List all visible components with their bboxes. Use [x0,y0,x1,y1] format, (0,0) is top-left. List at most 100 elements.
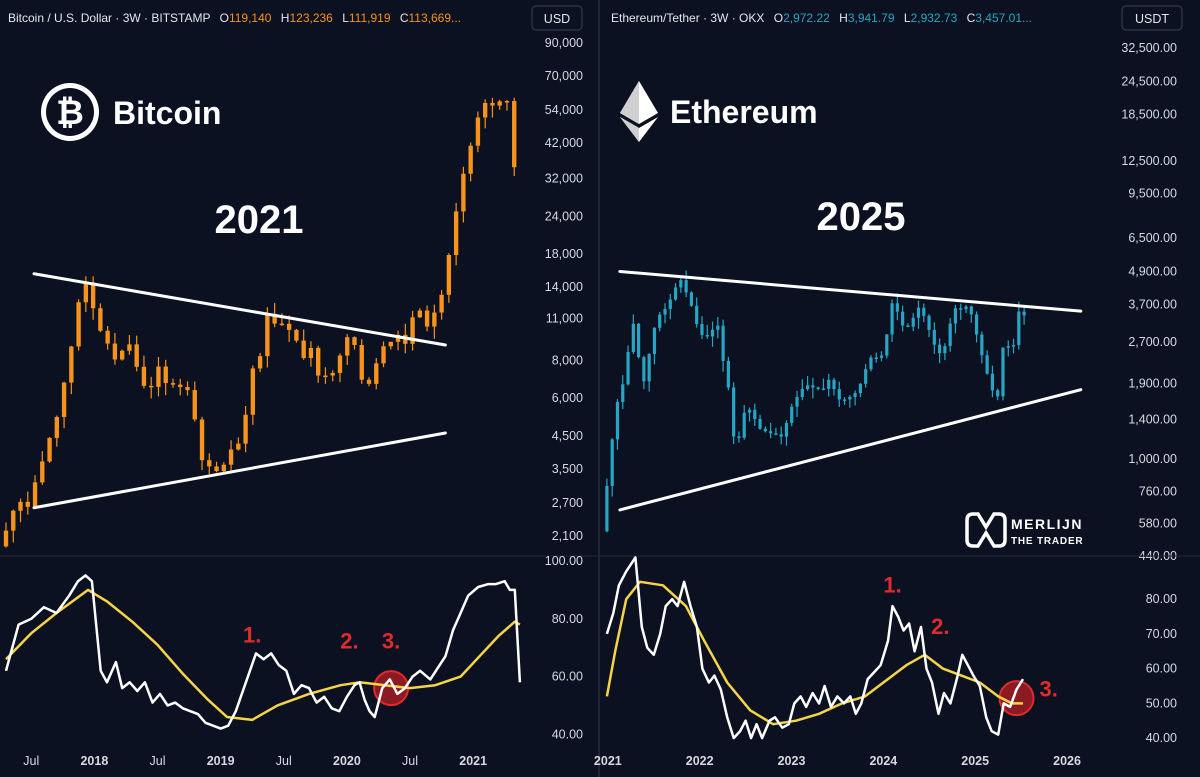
btc-price-tick: 24,000 [545,209,583,223]
btc-candle [250,365,256,425]
eth-candle [811,377,815,399]
eth-chart-panel[interactable]: 32,500.00 24,500.00 18,500.00 12,500.00 9,50… [594,5,1200,768]
btc-time-tick: Jul [150,754,166,768]
eth-trend-line [618,388,1083,512]
eth-price-tick: 580.00 [1139,516,1177,530]
btc-candle [446,253,452,303]
eth-candle [679,275,683,293]
eth-currency-button[interactable]: USDT [1121,5,1183,31]
btc-candle [32,475,38,509]
btc-candle [221,462,226,473]
eth-candle [700,316,704,340]
btc-candle [149,376,154,399]
btc-candle [301,329,306,360]
btc-annotation-1: 1. [243,623,261,648]
btc-candle [374,357,379,390]
btc-candle [3,522,9,548]
eth-time-tick: 2022 [686,754,714,768]
eth-ma-line [605,580,1023,726]
eth-candle [922,303,926,323]
eth-candle [985,350,989,375]
eth-candle [864,363,868,388]
btc-ma-line [5,588,521,722]
btc-price-tick: 4,500 [552,429,583,443]
eth-candle [832,377,836,396]
eth-close-value: 3,457.01... [975,11,1032,25]
eth-candle [938,338,942,364]
eth-annotation-2: 2. [931,614,949,639]
eth-candle [943,343,947,361]
btc-open-value: 119,140 [229,11,272,25]
eth-candle [753,403,757,426]
btc-candle [417,308,423,318]
btc-candle [504,100,510,111]
brand-top: MERLIJN [1011,516,1083,532]
btc-chart-panel[interactable]: 90,000 70,000 54,000 42,000 32,000 24,000 18,0… [0,5,598,768]
eth-candle [805,376,810,391]
eth-price-tick: 1,400.00 [1128,412,1177,426]
btc-candle [395,330,401,351]
btc-candle [207,453,212,475]
btc-candle [468,142,473,182]
eth-candle [742,404,746,440]
eth-candle [927,314,931,338]
eth-candle [890,299,894,342]
btc-time-tick: 2019 [207,754,235,768]
btc-time-tick: Jul [276,754,292,768]
eth-candle [631,314,635,355]
eth-candle [726,356,730,391]
btc-indicator-axis: 100.00 80.00 60.00 40.00 [545,554,583,741]
btc-trend-line [32,431,447,510]
btc-candle [69,345,74,395]
eth-candle [869,355,873,372]
eth-candle [996,388,1000,401]
btc-candle [105,325,110,350]
eth-candle [969,305,973,323]
eth-indicator-pane: 1. 2. 3. [605,556,1058,740]
btc-candle [359,339,364,384]
eth-candle [874,352,878,363]
eth-trend-line [618,269,1083,313]
btc-price-tick: 6,000 [552,391,583,405]
eth-indicator-axis: 80.00 70.00 60.00 50.00 40.00 [1146,592,1177,745]
eth-candle [605,478,609,533]
eth-year-label: 2025 [817,195,906,239]
btc-price-axis: 90,000 70,000 54,000 42,000 32,000 24,000 18,0… [545,36,583,543]
brand-bottom: THE TRADER [1011,536,1083,547]
eth-price-tick: 18,500.00 [1121,108,1177,122]
eth-candle [652,327,657,365]
eth-candle [895,293,899,321]
btc-time-tick: 2021 [459,754,487,768]
eth-candle [1022,306,1026,325]
btc-candle [308,341,314,367]
btc-candle [294,328,299,343]
btc-candle [497,99,502,110]
btc-candle [156,357,161,397]
eth-candle [658,311,662,332]
eth-time-tick: 2026 [1053,754,1081,768]
btc-candle [18,498,23,523]
eth-candle [879,351,884,362]
eth-time-tick: 2025 [961,754,989,768]
eth-candle [610,438,614,497]
btc-candle [432,304,437,339]
btc-indicator-pane: 1. 2. 3. [4,574,522,730]
btc-candle [76,299,81,351]
btc-high-value: 123,236 [289,11,333,25]
btc-candle [475,111,481,153]
btc-indicator-tick: 40.00 [552,727,583,741]
btc-candle [461,166,466,223]
eth-candle [901,305,905,332]
btc-candle [286,315,292,342]
eth-candle [626,345,630,386]
eth-candle [732,382,736,444]
btc-candle [170,378,176,388]
eth-price-tick: 760.00 [1139,484,1177,498]
eth-candle [990,365,995,398]
eth-price-tick: 9,500.00 [1128,186,1177,200]
eth-candle [663,303,667,324]
eth-candle [800,379,804,401]
btc-currency-button[interactable]: USD [531,5,583,31]
btc-price-tick: 2,100 [552,529,583,543]
eth-candle [911,313,915,332]
